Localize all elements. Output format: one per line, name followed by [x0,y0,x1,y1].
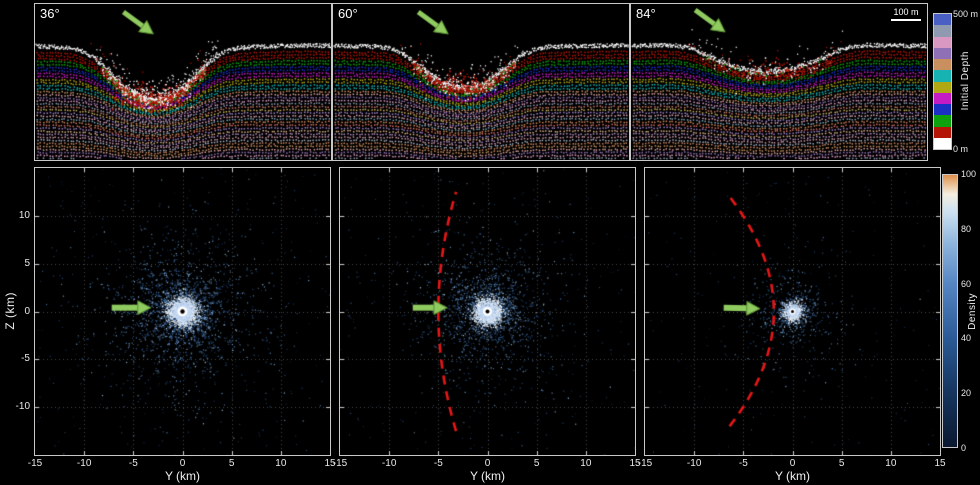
depth-colorband [934,25,951,37]
y-tick-label: -10 [15,401,30,413]
depth-colorband [934,126,951,138]
initial-depth-colorbar [933,13,952,150]
ejecta-panel-84deg [644,167,941,456]
ejecta-panel-60deg [339,167,636,456]
depth-colorband [934,70,951,82]
x-tick-label: 5 [838,458,845,469]
depth-colorband [934,14,951,26]
ejecta-panel-36deg [34,167,331,456]
depth-colorband [934,104,951,116]
depth-colorband [934,92,951,104]
x-tick-label: 15 [934,458,946,469]
depth-colorband [934,137,951,149]
depth-max-label: 500 m [953,9,979,19]
impact-angle-label-84: 84° [636,6,656,21]
ejecta-scatter-canvas-36deg [35,168,330,455]
x-tick-label: 15 [324,458,336,469]
density-tick-label: 40 [961,333,972,344]
y-tick-label: 0 [24,305,30,317]
cross-section-canvas-60deg [333,4,629,160]
depth-colorbar-title: Initial Depth [959,51,971,111]
x-tick-label: 5 [533,458,540,469]
x-tick-label: -15 [27,458,43,469]
cross-section-canvas-36deg [35,4,331,160]
depth-colorband [934,115,951,127]
cross-section-panel-60deg: 60° [332,3,630,161]
density-tick-label: 20 [961,388,972,399]
x-tick-label: -15 [332,458,348,469]
scale-bar-line [891,19,921,21]
density-colorbar [942,174,958,448]
cross-section-panel-36deg: 36° [34,3,332,161]
density-tick-label: 80 [961,223,972,234]
x-tick-label: 5 [228,458,235,469]
x-tick-label: 10 [275,458,287,469]
y-tick-label: 5 [24,257,30,269]
cross-section-panel-84deg: 84° 100 m [630,3,928,161]
x-tick-label: -5 [128,458,138,469]
impact-angle-label-60: 60° [338,6,358,21]
depth-colorband [934,59,951,71]
initial-depth-colorbar-bands [934,14,951,149]
depth-colorband [934,81,951,93]
x-tick-label: -10 [686,458,702,469]
x-tick-label: 10 [885,458,897,469]
ejecta-scatter-canvas-60deg [340,168,635,455]
density-tick-label: 0 [961,443,967,453]
y-tick-label: 10 [18,209,30,221]
x-tick-label: -10 [76,458,92,469]
density-colorbar-title-wrap: Density [966,261,979,361]
x-tick-label: 10 [580,458,592,469]
depth-colorband [934,36,951,48]
x-tick-label: -5 [738,458,748,469]
cross-section-canvas-84deg [631,4,927,160]
x-tick-label: 0 [484,458,491,469]
x-tick-label: -15 [637,458,653,469]
depth-min-label: 0 m [953,144,969,154]
density-tick-label: 60 [961,278,972,289]
y-axis-label-1: Y (km) [164,469,201,483]
y-axis-label-2: Y (km) [469,469,506,483]
x-tick-label: -5 [433,458,443,469]
x-tick-label: 0 [789,458,796,469]
x-tick-label: 0 [179,458,186,469]
scale-bar: 100 m [891,7,921,21]
impact-angle-label-36: 36° [40,6,60,21]
y-tick-label: -5 [21,353,30,365]
scale-bar-label: 100 m [893,7,919,17]
y-axis-label-3: Y (km) [774,469,811,483]
depth-colorband [934,47,951,59]
density-colorbar-title: Density [967,292,978,330]
ejecta-scatter-canvas-84deg [645,168,940,455]
x-tick-label: 15 [629,458,641,469]
x-tick-label: -10 [381,458,397,469]
density-tick-label: 100 [961,169,977,179]
depth-colorbar-title-wrap: Initial Depth [956,24,974,138]
